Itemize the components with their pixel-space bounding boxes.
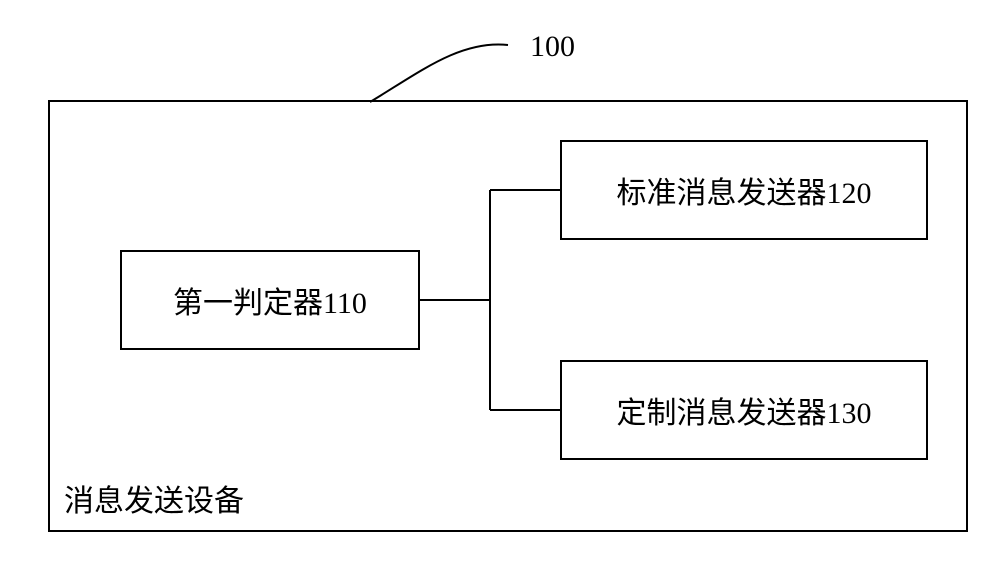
node-standard-sender: 标准消息发送器120 xyxy=(560,140,928,240)
container-label: 消息发送设备 xyxy=(64,476,244,520)
node-label: 第一判定器110 xyxy=(173,278,367,322)
node-custom-sender: 定制消息发送器130 xyxy=(560,360,928,460)
node-first-determiner: 第一判定器110 xyxy=(120,250,420,350)
node-label: 定制消息发送器130 xyxy=(617,388,872,432)
reference-number-text: 100 xyxy=(530,30,575,63)
node-label: 标准消息发送器120 xyxy=(617,168,872,212)
container-label-text: 消息发送设备 xyxy=(64,485,244,518)
diagram-canvas: 100 消息发送设备 第一判定器110 标准消息发送器120 定制消息发送器13… xyxy=(0,0,1000,568)
reference-number: 100 xyxy=(530,30,575,64)
leader-path xyxy=(370,44,508,102)
